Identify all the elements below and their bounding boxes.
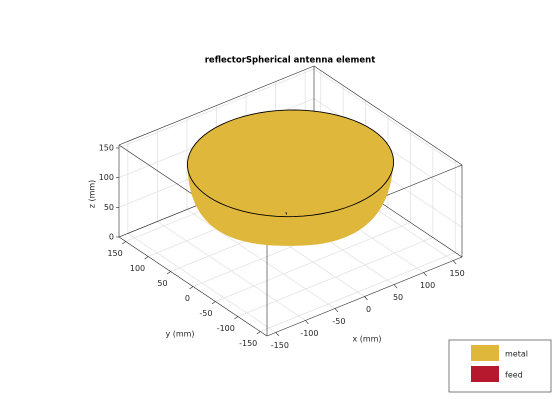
legend-swatch [471,345,499,361]
y-tick-label: -150 [239,339,257,348]
x-tick [423,272,427,277]
z-tick-label: 100 [99,173,114,182]
tick-labels: -150 -100 -50 0 50 100 150 -150 -100 -50 0 50 100 150… [99,143,465,349]
y-tick [234,316,239,320]
z-tick-label: 50 [104,203,114,212]
antenna [187,109,394,246]
x-tick-label: 0 [366,305,371,314]
x-axis-label: x (mm) [352,335,381,344]
z-tick-label: 150 [99,143,114,152]
y-tick [144,256,149,260]
grid-line [313,68,463,169]
grid-line [118,68,315,149]
legend-label: metal [505,350,528,359]
x-tick [334,308,339,313]
y-tick [256,331,261,335]
y-tick-label: -100 [217,324,235,333]
x-tick [393,284,398,289]
z-tick-label: 0 [109,233,114,242]
z-axis-label: z (mm) [88,180,97,209]
y-tick-label: -50 [199,309,212,318]
x-tick-label: 50 [393,293,403,302]
y-tick-label: 0 [185,294,190,303]
x-tick [452,260,457,265]
legend-swatch [471,366,499,382]
x-tick [364,296,368,301]
grid-line [215,222,411,302]
x-tick [305,320,309,325]
chart-title: reflectorSpherical antenna element [205,56,376,66]
reflector-rim [187,109,394,218]
y-tick-label: 50 [157,279,167,288]
x-tick-label: -50 [332,317,345,326]
x-tick-label: 150 [449,269,464,278]
box-edge [313,65,463,166]
x-tick-label: 100 [420,281,435,290]
y-tick [211,301,216,305]
x-tick-label: -100 [300,329,318,338]
legend-label: feed [505,371,523,380]
feed [285,211,287,215]
x-tick-label: -150 [271,341,289,350]
y-tick [189,286,194,290]
grid-line [237,237,433,317]
y-tick-label: 150 [107,249,122,258]
y-tick-label: 100 [130,264,145,273]
legend-box [448,339,552,393]
x-tick [275,332,280,337]
box-edge [118,65,315,146]
y-tick [166,271,171,275]
y-axis-label: y (mm) [165,330,194,339]
y-tick [122,241,126,245]
legend: metal feed [448,339,552,393]
grid-line [260,252,456,332]
